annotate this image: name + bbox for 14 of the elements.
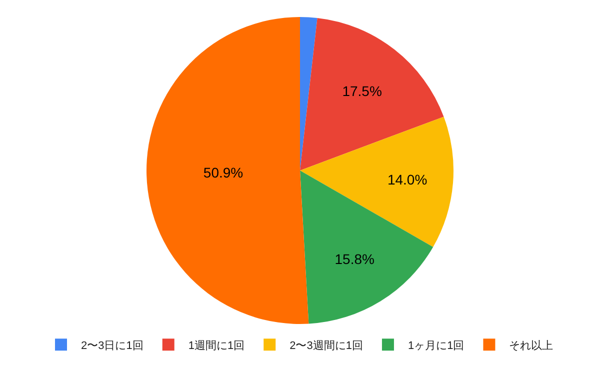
legend-label: 2〜3日に1回 (81, 340, 144, 352)
pie-slice (300, 18, 444, 170)
data-label: 17.5% (342, 83, 382, 100)
pie-slice (146, 17, 309, 324)
data-label: 15.8% (334, 250, 374, 267)
legend-label: 1週間に1回 (188, 340, 245, 352)
pie-slice (300, 17, 318, 170)
legend-label: それ以上 (509, 338, 554, 352)
data-label: 14.0% (387, 171, 428, 188)
data-label: 50.9% (203, 164, 244, 181)
pie-slice (300, 116, 454, 247)
pie-slice (300, 170, 434, 324)
legend-label: 1ヶ月に1回 (408, 340, 464, 352)
legend-label: 2〜3週間に1回 (290, 340, 363, 352)
